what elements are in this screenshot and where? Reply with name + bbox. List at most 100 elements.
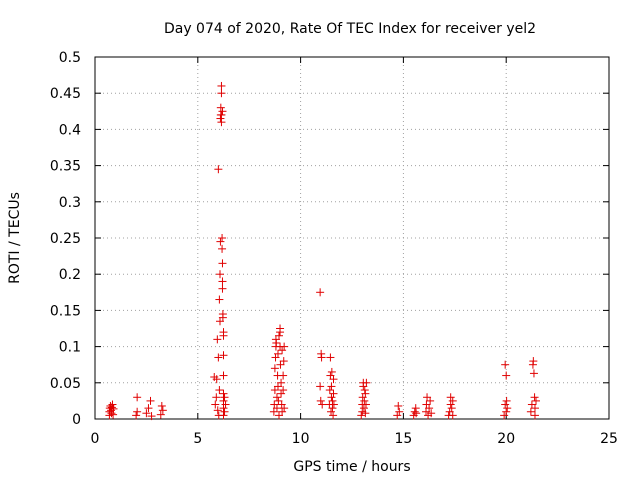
y-tick-label: 0.25 [50, 231, 81, 247]
data-point [279, 357, 288, 366]
data-point [395, 407, 404, 416]
data-point [276, 324, 285, 333]
data-point [526, 407, 535, 416]
data-point [213, 335, 222, 344]
data-point [530, 404, 539, 413]
data-point [394, 401, 403, 410]
data-point [219, 351, 228, 360]
data-point [158, 406, 167, 415]
data-point [272, 338, 281, 347]
data-point [216, 237, 225, 246]
data-point [212, 375, 221, 384]
data-point [218, 259, 227, 268]
data-point [219, 404, 228, 413]
data-point [502, 407, 511, 416]
data-points [105, 81, 541, 421]
data-point [276, 360, 285, 369]
data-point [217, 110, 226, 119]
data-point [500, 411, 509, 420]
data-point [325, 386, 334, 395]
data-point [219, 396, 228, 405]
data-point [530, 411, 539, 420]
y-tick-label: 0.1 [59, 340, 81, 356]
data-point [448, 396, 457, 405]
data-point [278, 346, 287, 355]
data-point [218, 244, 227, 253]
y-tick-label: 0.5 [59, 50, 81, 66]
data-point [328, 404, 337, 413]
data-point [109, 404, 118, 413]
data-point [220, 407, 229, 416]
data-point [277, 378, 286, 387]
x-tick-label: 5 [193, 431, 202, 447]
data-point [359, 404, 368, 413]
data-point [446, 393, 455, 402]
data-point [213, 406, 222, 415]
data-point [217, 81, 226, 90]
y-tick-label: 0.45 [50, 86, 81, 102]
x-tick-label: 15 [394, 431, 412, 447]
y-tick-label: 0.4 [59, 122, 81, 138]
data-point [133, 407, 142, 416]
data-point [156, 410, 165, 419]
data-point [329, 400, 338, 409]
data-point [147, 412, 156, 421]
data-point [108, 400, 117, 409]
data-point [220, 393, 229, 402]
data-point [275, 331, 284, 340]
data-point [218, 277, 227, 286]
data-point [146, 396, 155, 405]
data-point [427, 409, 436, 418]
data-point [218, 234, 227, 242]
y-tick-label: 0.05 [50, 376, 81, 392]
data-point [316, 382, 325, 391]
data-point [318, 400, 327, 409]
data-point [211, 400, 220, 409]
data-point [216, 103, 225, 112]
data-point [214, 353, 223, 362]
data-point [133, 393, 142, 402]
chart-title: Day 074 of 2020, Rate Of TEC Index for r… [164, 21, 536, 37]
x-tick-label: 20 [497, 431, 515, 447]
axis-ticks: 0 5 10 15 20 25 0 0.05 0.1 0.15 0.2 0.25 0.3 0.35 0.4 0… [50, 50, 618, 447]
y-tick-label: 0.15 [50, 303, 81, 319]
data-point [279, 386, 288, 395]
data-point [329, 375, 338, 384]
data-point [360, 396, 369, 405]
y-tick-label: 0.3 [59, 195, 81, 211]
data-point [502, 396, 511, 405]
data-point [270, 364, 279, 373]
data-point [280, 404, 289, 413]
data-point [157, 401, 166, 410]
gridlines [95, 57, 609, 419]
data-point [219, 331, 228, 340]
data-point [501, 360, 510, 369]
data-point [214, 165, 223, 174]
data-point [361, 400, 370, 409]
data-point [316, 396, 325, 405]
data-point [327, 407, 336, 416]
data-point [448, 411, 457, 420]
data-point [132, 411, 141, 420]
data-point [327, 367, 336, 376]
data-point [361, 389, 370, 398]
y-axis-label: ROTI / TECUs [7, 192, 23, 284]
data-point [274, 396, 283, 405]
data-point [215, 295, 224, 304]
data-point [144, 404, 153, 413]
data-point [530, 393, 539, 402]
data-point [529, 357, 538, 366]
data-point [212, 393, 221, 402]
data-point [142, 409, 151, 418]
data-point [502, 371, 511, 380]
data-point [447, 404, 456, 413]
data-point [503, 404, 512, 413]
data-point [219, 389, 228, 398]
data-point [278, 407, 287, 416]
data-point [326, 353, 335, 362]
data-point [219, 411, 228, 420]
data-point [277, 389, 286, 398]
data-point [329, 411, 338, 420]
data-point [216, 270, 225, 279]
